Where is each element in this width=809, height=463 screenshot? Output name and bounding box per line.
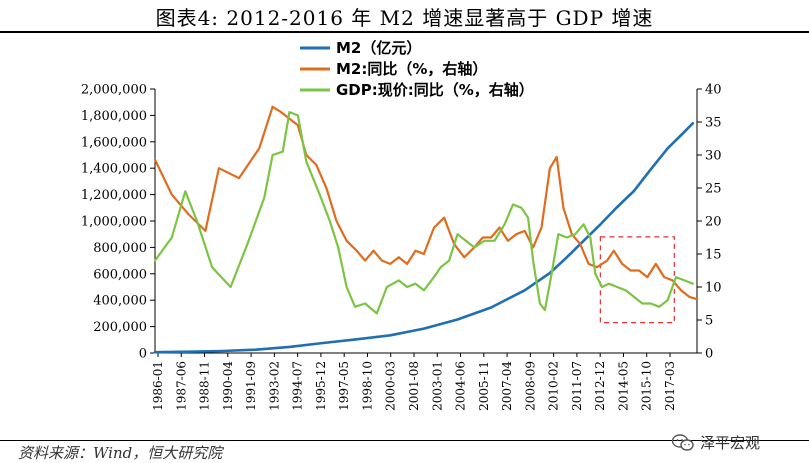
y-right-tick-label: 40 bbox=[705, 83, 722, 98]
chart-axes: 0 200,000 400,000 600,000 800,000 1,000,000 1,… bbox=[81, 83, 722, 411]
y-left-tick-label: 0 bbox=[139, 347, 147, 362]
x-tick-label: 1988-11 bbox=[198, 361, 212, 411]
x-tick-label: 2011-07 bbox=[570, 361, 584, 411]
x-tick-label: 2014-05 bbox=[616, 361, 630, 411]
y-left-tick-label: 1,400,000 bbox=[81, 162, 147, 177]
x-tick-label: 2012-12 bbox=[593, 361, 607, 411]
title-divider bbox=[0, 31, 809, 33]
x-tick-label: 2015-10 bbox=[640, 361, 654, 411]
y-right-tick-label: 0 bbox=[705, 347, 713, 362]
chart: 0 200,000 400,000 600,000 800,000 1,000,000 1,… bbox=[81, 39, 722, 411]
x-tick-label: 1987-06 bbox=[174, 361, 188, 411]
source-note: 资料来源：Wind，恒大研究院 bbox=[18, 444, 223, 462]
x-tick-label: 2001-08 bbox=[407, 361, 421, 411]
y-left-tick-label: 1,000,000 bbox=[81, 215, 147, 230]
x-tick-label: 2004-06 bbox=[454, 361, 468, 411]
y-right-tick-label: 10 bbox=[705, 281, 722, 296]
y-left-tick-label: 800,000 bbox=[93, 241, 147, 256]
y-right-tick-label: 35 bbox=[705, 116, 722, 131]
x-tick-label: 2005-11 bbox=[477, 361, 491, 411]
y-right-tick-label: 25 bbox=[705, 182, 722, 197]
x-tick-label: 2003-01 bbox=[430, 361, 444, 411]
chart-title: 图表4: 2012-2016 年 M2 增速显著高于 GDP 增速 bbox=[155, 6, 654, 30]
x-tick-label: 2007-04 bbox=[500, 361, 514, 411]
wechat-icon bbox=[672, 433, 694, 451]
y-left-tick-label: 1,200,000 bbox=[81, 188, 147, 203]
y-left-tick-label: 1,800,000 bbox=[81, 109, 147, 124]
x-tick-label: 1986-01 bbox=[151, 361, 165, 411]
y-left-tick-label: 400,000 bbox=[93, 294, 147, 309]
x-tick-label: 1991-09 bbox=[244, 361, 258, 411]
y-right-tick-label: 20 bbox=[705, 215, 722, 230]
y-left-tick-label: 600,000 bbox=[93, 267, 147, 282]
x-tick-label: 1993-02 bbox=[267, 361, 281, 411]
highlight-box bbox=[599, 236, 675, 324]
chart-legend: M2（亿元） M2:同比（%，右轴） GDP:现价:同比（%，右轴） bbox=[300, 39, 534, 99]
legend-label-0: M2（亿元） bbox=[336, 39, 421, 57]
brand: 泽平宏观 bbox=[672, 432, 760, 453]
x-tick-label: 2017-03 bbox=[663, 361, 677, 411]
y-left-tick-label: 200,000 bbox=[93, 320, 147, 335]
y-right-tick-label: 5 bbox=[705, 314, 713, 329]
legend-label-2: GDP:现价:同比（%，右轴） bbox=[336, 81, 534, 99]
legend-label-1: M2:同比（%，右轴） bbox=[336, 60, 487, 78]
x-tick-label: 1994-07 bbox=[291, 361, 305, 411]
brand-name: 泽平宏观 bbox=[700, 434, 761, 452]
y-left-tick-label: 2,000,000 bbox=[81, 83, 147, 98]
x-tick-label: 2000-03 bbox=[384, 361, 398, 411]
x-tick-label: 1997-05 bbox=[337, 361, 351, 411]
chart-annotations bbox=[599, 236, 675, 324]
x-tick-label: 1998-10 bbox=[360, 361, 374, 411]
y-left-tick-label: 1,600,000 bbox=[81, 135, 147, 150]
x-tick-label: 1995-12 bbox=[314, 361, 328, 411]
x-tick-label: 2010-02 bbox=[547, 361, 561, 411]
chart-series-layer bbox=[153, 105, 698, 354]
series-line-1 bbox=[153, 105, 698, 300]
footer-divider bbox=[0, 440, 809, 441]
y-right-tick-label: 15 bbox=[705, 248, 722, 263]
series-line-2 bbox=[153, 111, 694, 315]
y-right-tick-label: 30 bbox=[705, 149, 722, 164]
x-tick-label: 1990-04 bbox=[221, 361, 235, 411]
x-tick-label: 2008-09 bbox=[523, 361, 537, 411]
series-line-0 bbox=[153, 122, 695, 354]
